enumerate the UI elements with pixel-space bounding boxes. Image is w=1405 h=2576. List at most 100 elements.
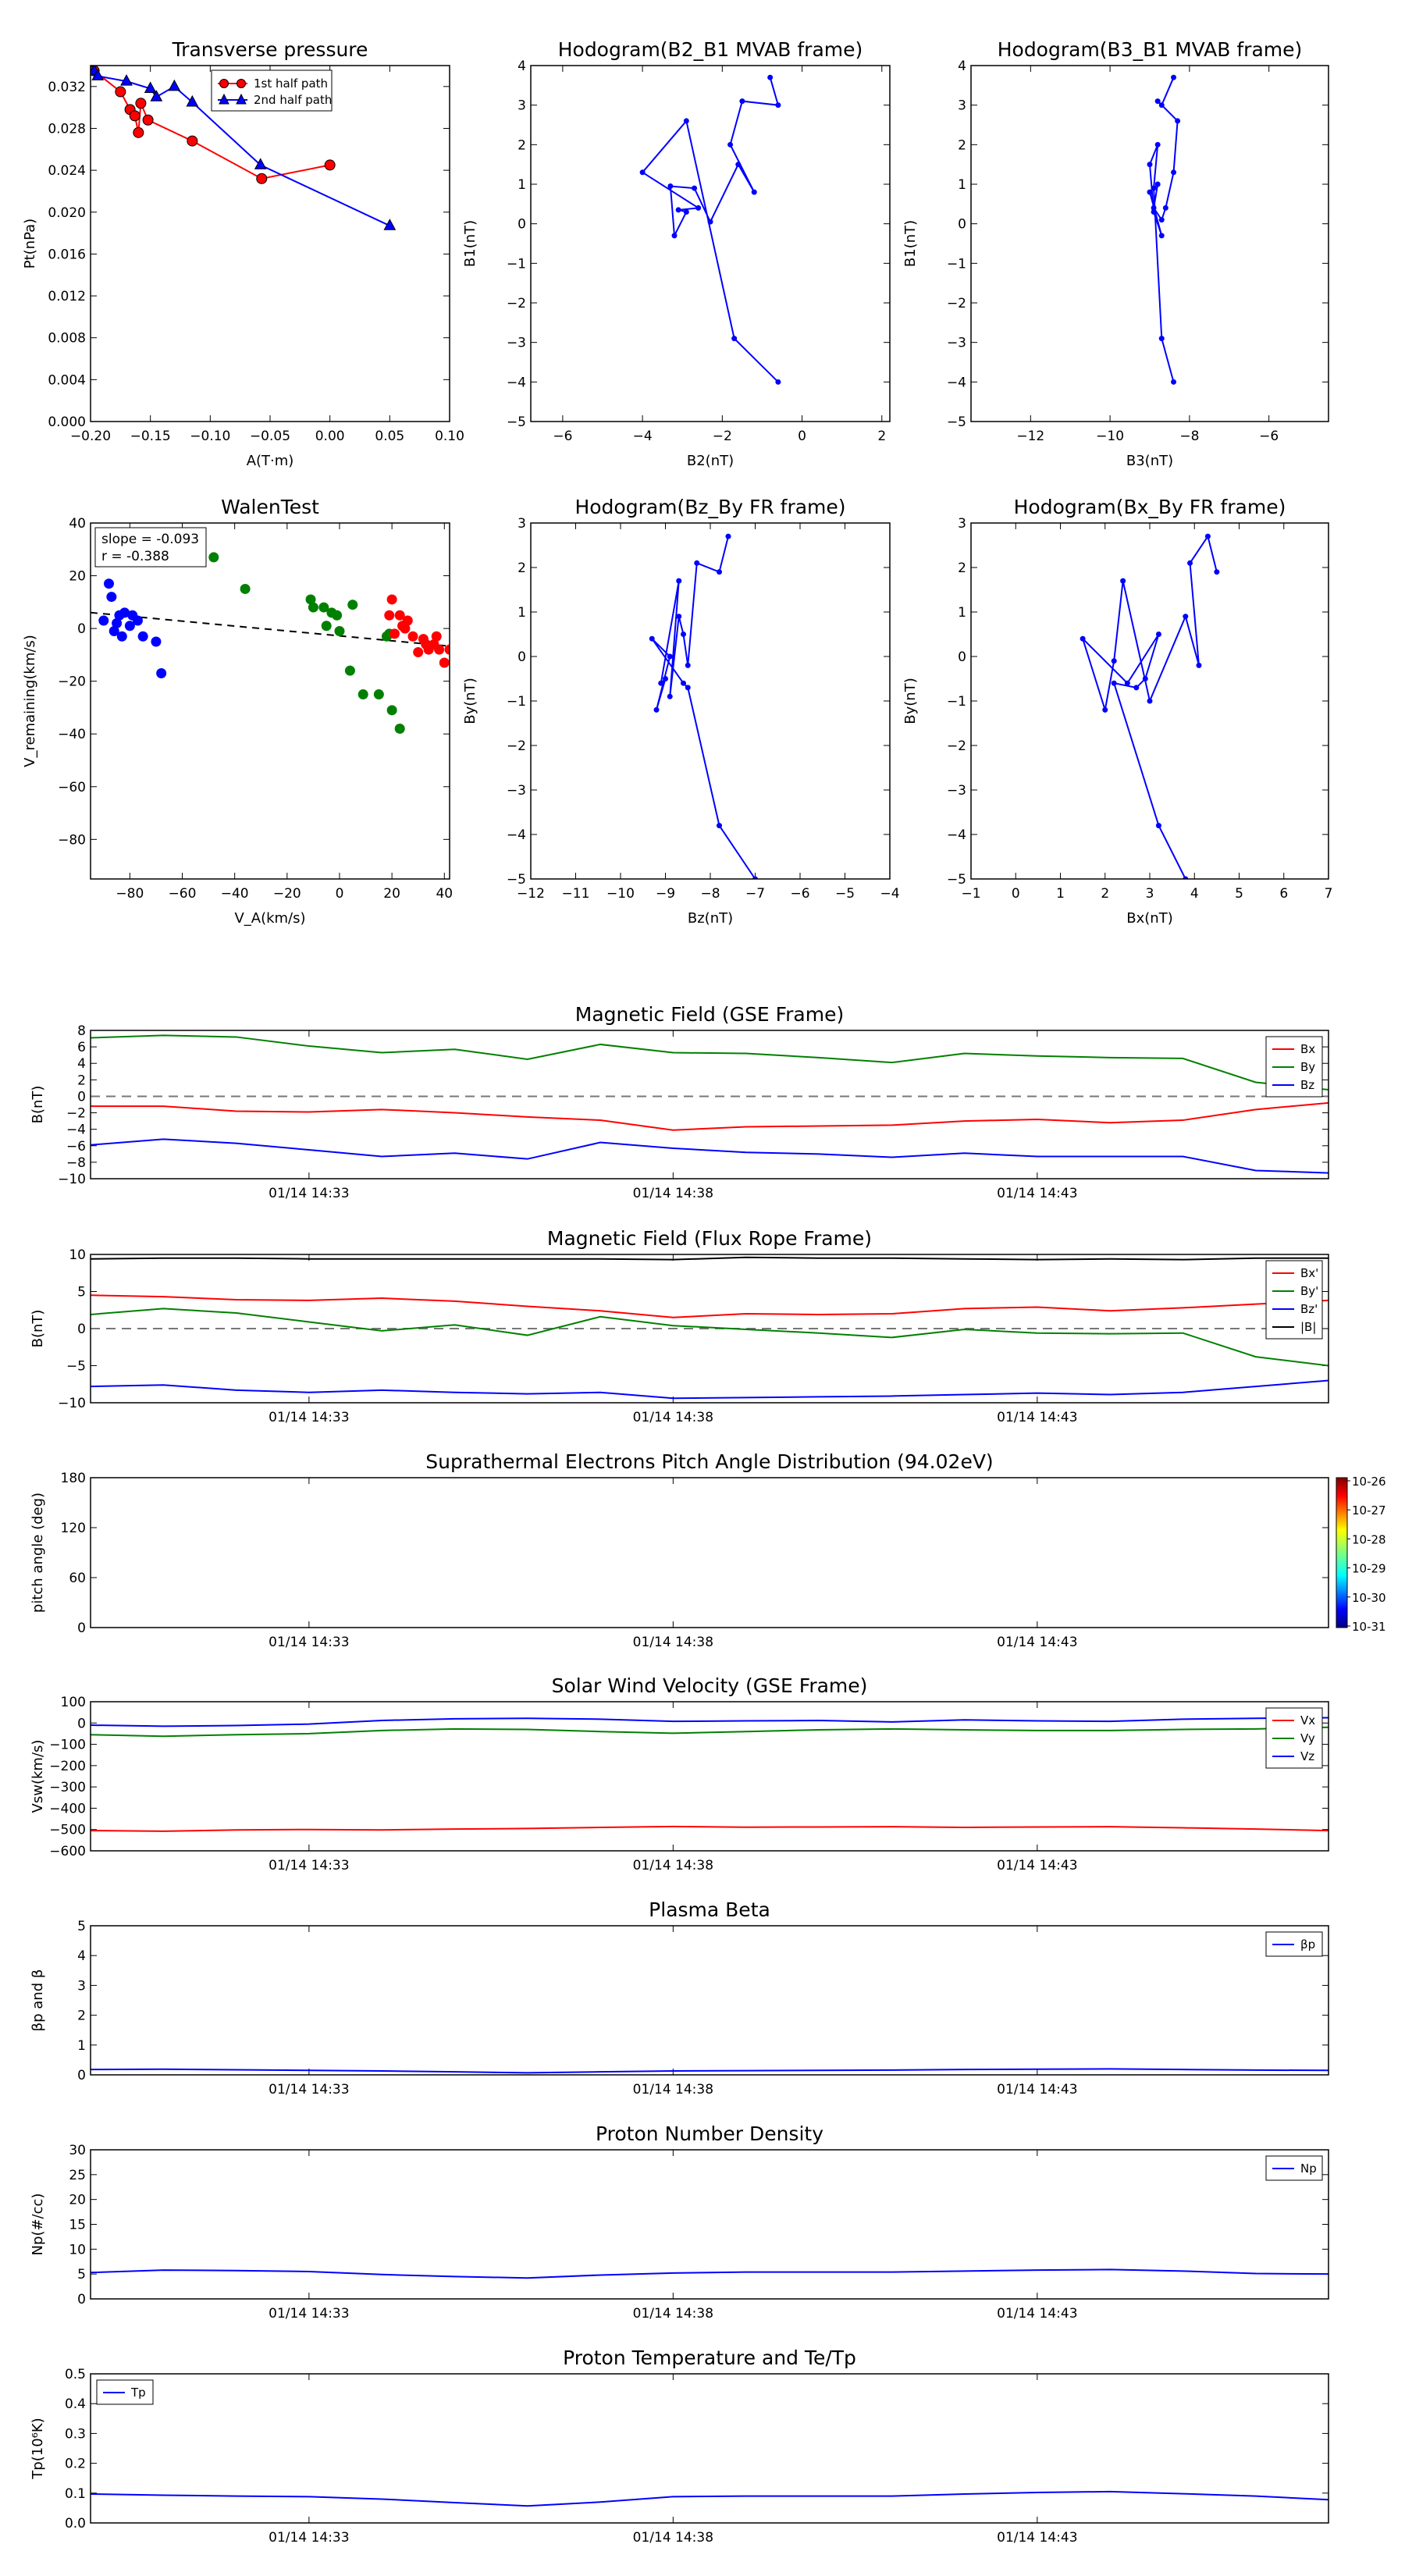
- data-point: [731, 336, 738, 342]
- y-tick-label: −4: [507, 375, 526, 390]
- x-tick-label: −0.20: [70, 429, 111, 444]
- y-tick-label: 0.012: [48, 289, 86, 304]
- y-tick-label: 10: [69, 2242, 86, 2258]
- plot-area: [91, 2068, 1329, 2074]
- y-tick-label: 25: [69, 2168, 86, 2183]
- hodogram-line: [651, 535, 756, 879]
- y-tick-label: −3: [507, 336, 526, 351]
- data-point: [681, 632, 686, 637]
- plot-frame: [90, 1254, 1329, 1404]
- data-point: [694, 560, 700, 566]
- panel-tp: Transverse pressure Pt(nPa) A(T·m) 0.000 0.0…: [22, 38, 464, 469]
- panel-beta: Plasma Beta βp and β 0 1 2 3 4 5 01/14 14:33 01/1…: [30, 1898, 1329, 2097]
- data-point: [1171, 169, 1177, 176]
- y-tick-label: 0.2: [65, 2457, 86, 2472]
- data-point: [373, 689, 384, 700]
- x-tick-label: 0: [336, 886, 344, 902]
- y-tick-label: 5: [77, 1285, 86, 1300]
- legend-label: Np: [1300, 2161, 1317, 2176]
- data-point: [115, 86, 126, 98]
- panel-h3: Hodogram(Bz_By FR frame) By(nT) Bz(nT) −5 −4…: [462, 496, 900, 927]
- y-tick-label: −4: [947, 375, 966, 390]
- data-point: [400, 623, 411, 634]
- x-tick-label: −4: [880, 886, 899, 902]
- data-point: [116, 631, 127, 642]
- x-tick-label: 01/14 14:43: [997, 1635, 1077, 1650]
- data-point: [1111, 680, 1117, 686]
- y-tick-label: 4: [77, 1948, 86, 1964]
- x-axis-label: B2(nT): [687, 453, 734, 469]
- y-tick-label: 0.004: [48, 372, 86, 388]
- data-point: [347, 600, 358, 610]
- chart-title: Proton Number Density: [596, 2122, 823, 2145]
- y-tick-label: 3: [958, 516, 966, 532]
- data-point: [658, 680, 664, 686]
- data-point: [1175, 118, 1181, 124]
- data-point: [692, 185, 698, 191]
- x-tick-label: 3: [1146, 886, 1154, 902]
- y-axis-label: pitch angle (deg): [30, 1493, 46, 1613]
- x-tick-label: 01/14 14:38: [633, 1186, 713, 1201]
- plot-frame: [970, 65, 1329, 422]
- x-tick-label: 01/14 14:33: [269, 2306, 349, 2322]
- slope-label: slope = -0.093: [101, 532, 199, 547]
- data-point: [444, 644, 450, 655]
- data-point: [663, 676, 668, 681]
- panel-h2: Hodogram(B3_B1 MVAB frame) B1(nT) B3(nT) −5…: [902, 38, 1329, 469]
- plot-area: [91, 1034, 1329, 1174]
- x-tick-label: −12: [1016, 429, 1044, 444]
- data-point: [1151, 208, 1157, 215]
- data-point: [676, 614, 682, 620]
- y-tick-label: 10: [69, 1247, 86, 1263]
- y-tick-label: 30: [69, 2143, 86, 2158]
- data-point: [119, 607, 130, 618]
- plot-frame: [90, 1701, 1329, 1852]
- y-axis-label: Pt(nPa): [22, 219, 38, 269]
- data-point: [394, 723, 405, 734]
- x-tick-label: 0: [1012, 886, 1020, 902]
- legend: Bx By Bz: [1265, 1036, 1323, 1098]
- data-point: [685, 685, 691, 691]
- data-point: [434, 644, 445, 655]
- x-tick-label: 5: [1235, 886, 1243, 902]
- data-point: [1158, 336, 1165, 342]
- y-tick-label: 0.1: [65, 2486, 86, 2502]
- y-tick-label: −600: [49, 1844, 86, 1859]
- data-point: [1158, 233, 1165, 239]
- data-point: [752, 876, 758, 879]
- data-point: [667, 183, 674, 190]
- data-point: [357, 689, 368, 700]
- plot-frame: [90, 1030, 1329, 1179]
- y-tick-label: −5: [947, 872, 966, 888]
- y-tick-label: 2: [518, 137, 526, 153]
- data-point: [407, 631, 418, 642]
- chart-title: Hodogram(B2_B1 MVAB frame): [558, 38, 863, 61]
- y-tick-label: −3: [947, 336, 966, 351]
- data-point: [332, 610, 343, 621]
- legend-label: |B|: [1300, 1320, 1316, 1334]
- y-tick-label: 40: [69, 516, 86, 532]
- x-tick-label: −6: [790, 886, 809, 902]
- y-tick-label: −2: [947, 296, 966, 311]
- data-point: [676, 578, 682, 584]
- x-tick-label: −20: [273, 886, 301, 902]
- data-point: [1147, 698, 1153, 704]
- data-point: [653, 706, 660, 713]
- x-tick-label: 01/14 14:38: [633, 2082, 713, 2097]
- data-point: [775, 379, 781, 385]
- legend: Vx Vy Vz: [1265, 1707, 1323, 1769]
- series-line-bx: [91, 1101, 1329, 1131]
- data-point: [1124, 680, 1130, 686]
- x-tick-label: 01/14 14:38: [633, 2306, 713, 2322]
- y-tick-label: 180: [61, 1471, 86, 1486]
- x-tick-label: 01/14 14:38: [633, 1635, 713, 1650]
- fit-line: [91, 611, 450, 647]
- y-tick-label: −10: [58, 1172, 86, 1187]
- y-tick-label: 0: [518, 649, 526, 665]
- y-tick-label: −20: [58, 674, 86, 690]
- x-tick-label: 01/14 14:43: [997, 1186, 1077, 1201]
- annotation-box: slope = -0.093 r = -0.388: [94, 527, 207, 568]
- data-point: [1196, 662, 1202, 668]
- data-point: [717, 823, 722, 829]
- y-tick-label: 3: [77, 1978, 86, 1994]
